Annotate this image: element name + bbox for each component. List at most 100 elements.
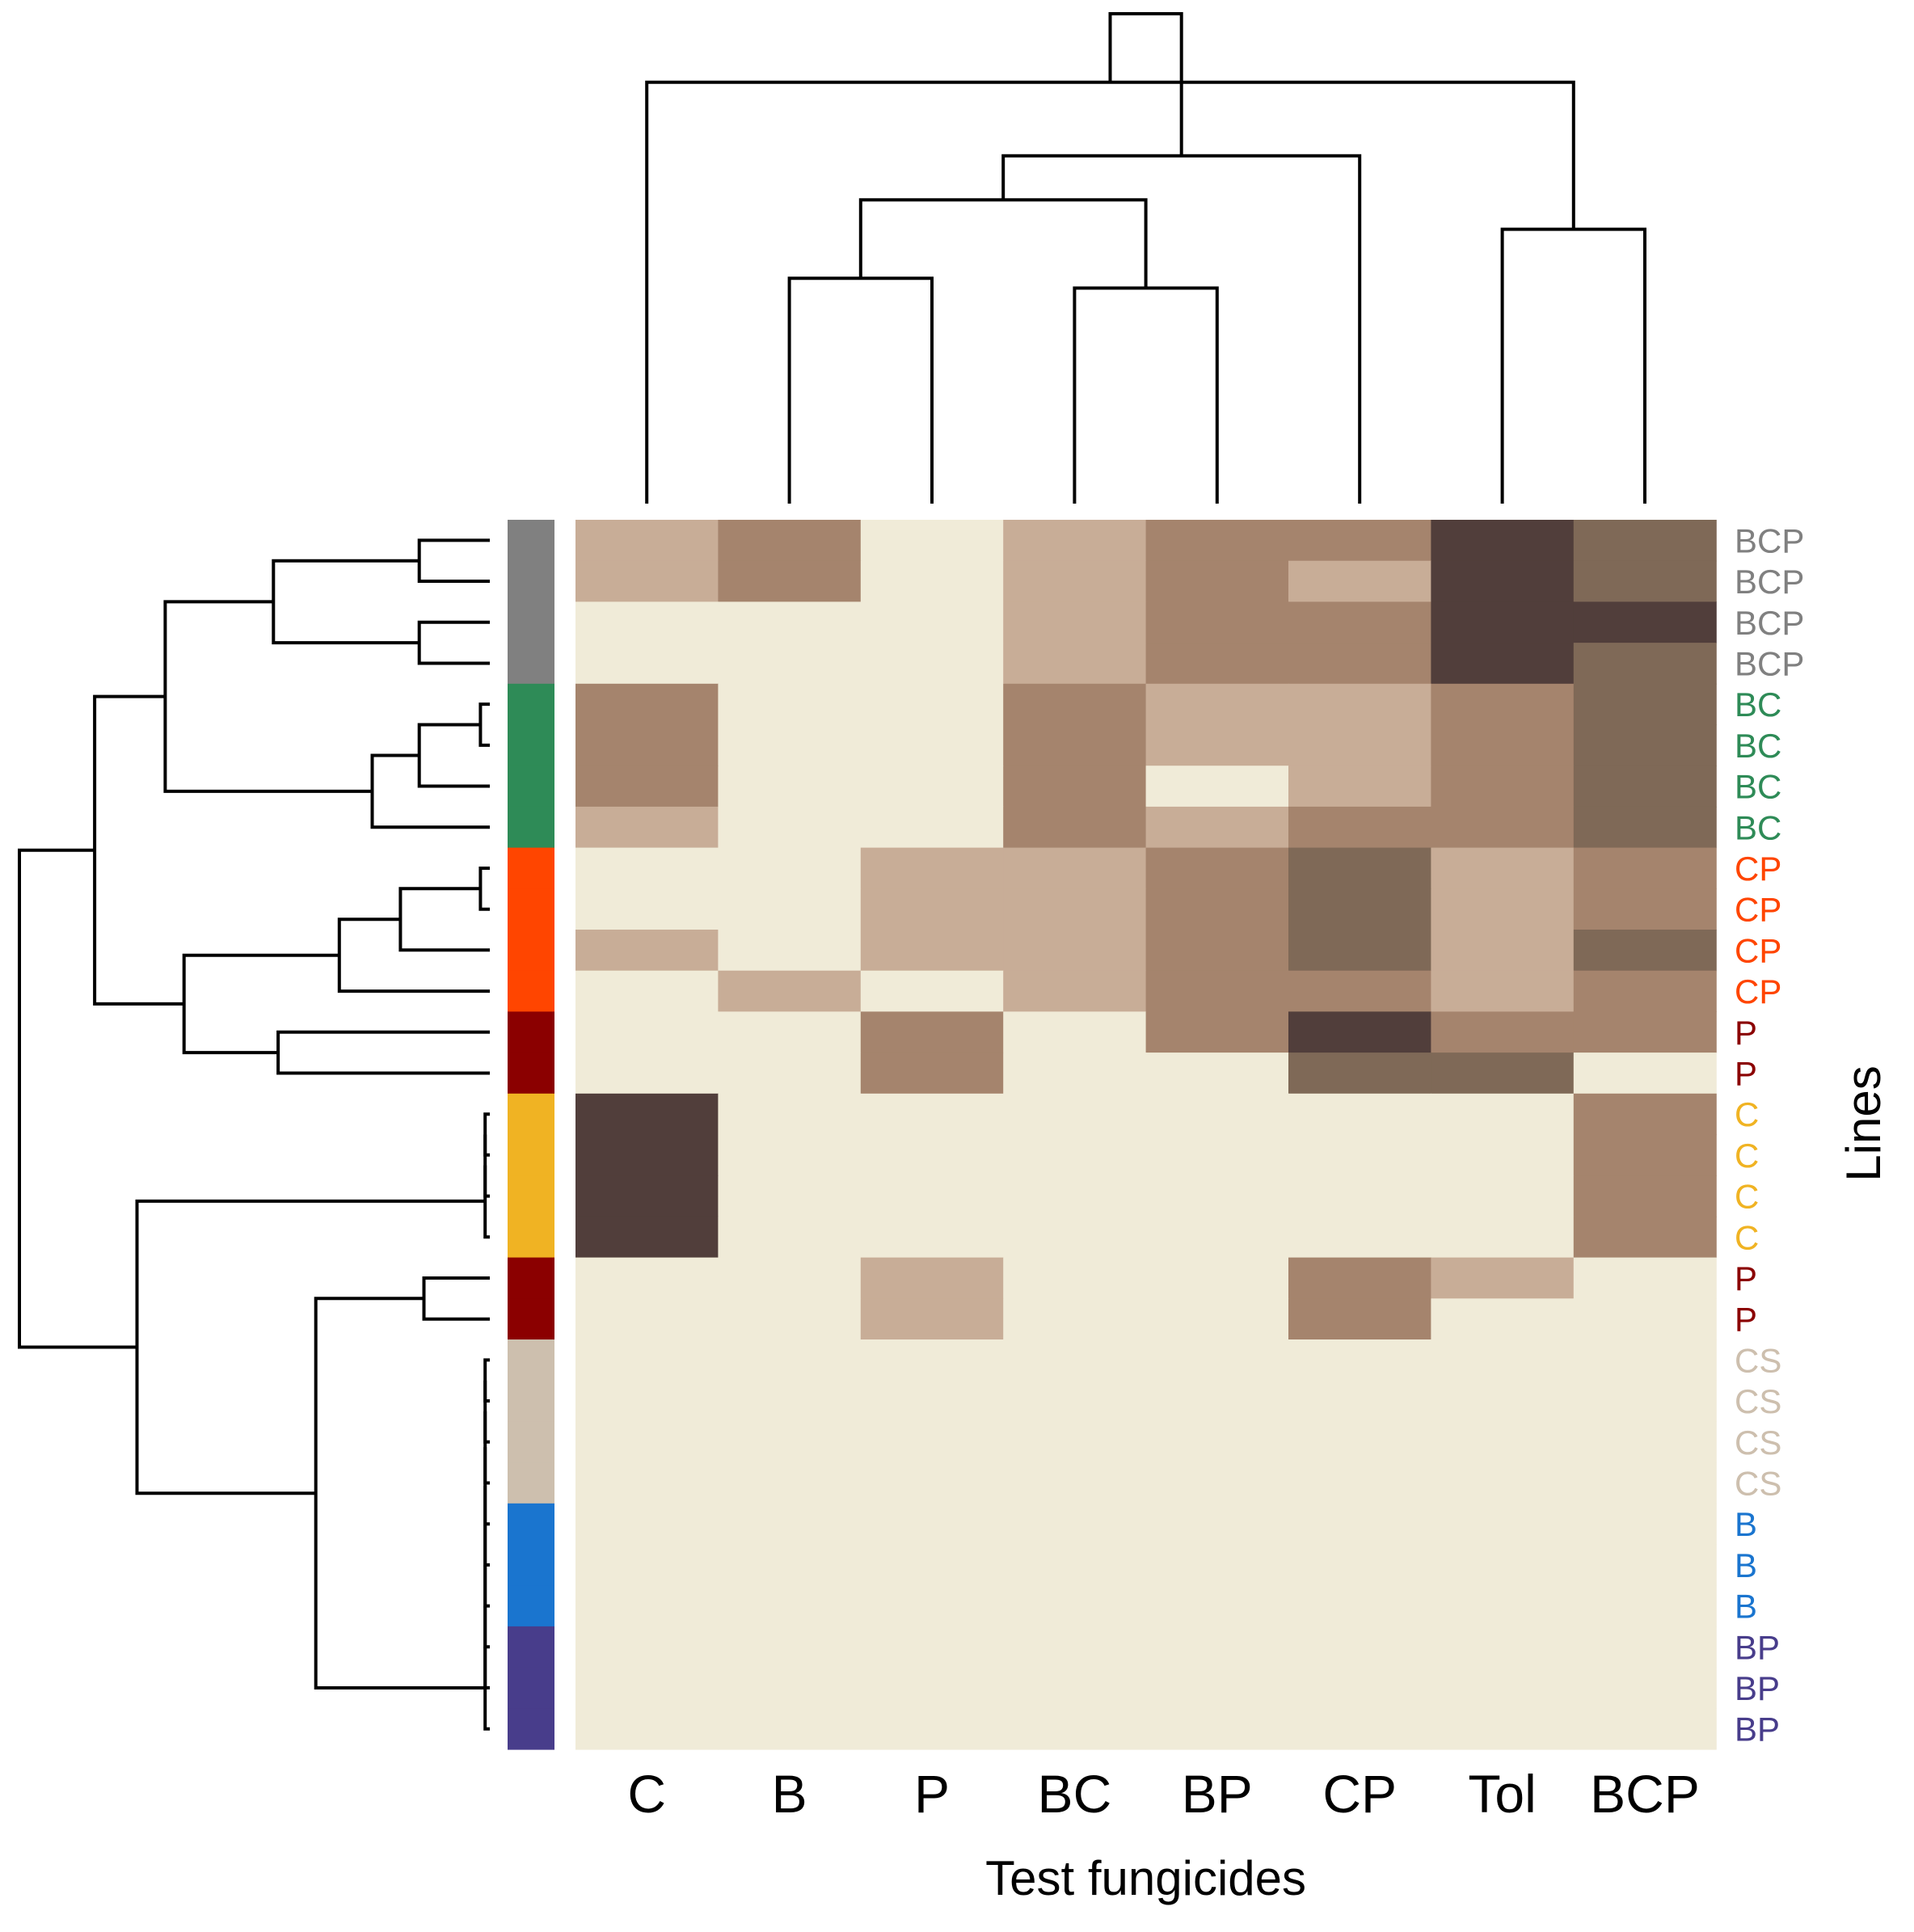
x-tick-label: BCP: [1590, 1764, 1700, 1824]
heatmap-cell: [860, 1011, 1004, 1053]
column-dendrogram: [645, 12, 1646, 504]
heatmap-cell: [718, 1626, 862, 1668]
heatmap-cell: [1431, 1134, 1575, 1176]
heatmap-cell: [1003, 1052, 1147, 1095]
heatmap-cell: [1288, 1175, 1431, 1217]
heatmap-cell: [1431, 724, 1575, 766]
heatmap-cell: [1003, 1093, 1147, 1136]
x-tick-label: BC: [1038, 1764, 1112, 1824]
heatmap-cell: [1288, 724, 1431, 766]
heatmap-cell: [1431, 1585, 1575, 1627]
row-label: BC: [1735, 685, 1781, 723]
heatmap-cell: [860, 1421, 1004, 1463]
line-color-swatch: [508, 601, 554, 643]
heatmap-cell: [1431, 1052, 1575, 1095]
heatmap-cell: [1288, 1298, 1431, 1340]
heatmap-cell: [575, 1134, 719, 1176]
line-color-swatch: [508, 724, 554, 766]
row-label: BCP: [1735, 604, 1804, 642]
heatmap-cell: [718, 643, 862, 685]
heatmap-cell: [1145, 1216, 1289, 1259]
heatmap-cell: [1145, 1011, 1289, 1053]
heatmap-cell: [1003, 1216, 1147, 1259]
heatmap-cell: [1288, 1503, 1431, 1546]
heatmap-cell: [1288, 1257, 1431, 1299]
heatmap-cell: [1145, 1175, 1289, 1217]
heatmap-cell: [1431, 1503, 1575, 1546]
heatmap-cell: [575, 560, 719, 602]
heatmap-cell: [1145, 930, 1289, 972]
line-color-swatch: [508, 1216, 554, 1259]
column-dendrogram-link: [787, 276, 934, 504]
heatmap-cell: [1145, 806, 1289, 849]
heatmap-cell: [1573, 766, 1717, 808]
row-label: CS: [1735, 1464, 1781, 1502]
heatmap-cell: [718, 1052, 862, 1095]
heatmap-cell: [575, 601, 719, 643]
row-dendrogram-link: [276, 1030, 490, 1075]
heatmap-cell: [718, 724, 862, 766]
row-label: C: [1735, 1178, 1759, 1216]
heatmap-cell: [1431, 1380, 1575, 1422]
row-label: B: [1735, 1546, 1757, 1584]
row-dendrogram-link: [422, 1276, 490, 1321]
heatmap-cell: [860, 1585, 1004, 1627]
heatmap-cell: [860, 560, 1004, 602]
x-axis-title: Test fungicides: [985, 1851, 1306, 1905]
heatmap-cell: [860, 724, 1004, 766]
heatmap-cell: [1573, 1380, 1717, 1422]
heatmap-cell: [718, 1503, 862, 1546]
heatmap-cell: [1003, 1011, 1147, 1053]
heatmap-cell: [1145, 847, 1289, 889]
heatmap-cell: [1573, 888, 1717, 930]
heatmap-cell: [575, 683, 719, 726]
heatmap-cell: [1145, 1544, 1289, 1586]
heatmap-cell: [1003, 1298, 1147, 1340]
heatmap-cell: [575, 1257, 719, 1299]
heatmap-cell: [1288, 970, 1431, 1012]
heatmap-cell: [1431, 1216, 1575, 1259]
heatmap-cell: [1145, 1667, 1289, 1709]
line-color-swatch: [508, 1626, 554, 1668]
heatmap-cell: [1573, 1175, 1717, 1217]
heatmap-cell: [1003, 1585, 1147, 1627]
heatmap-cell: [860, 601, 1004, 643]
heatmap-cell: [1288, 1380, 1431, 1422]
line-color-swatch: [508, 1298, 554, 1340]
heatmap-cell: [575, 847, 719, 889]
row-label: B: [1735, 1588, 1757, 1626]
heatmap-cell: [860, 1503, 1004, 1546]
x-tick-label: C: [627, 1764, 666, 1824]
heatmap-cell: [1145, 724, 1289, 766]
heatmap-cell: [860, 766, 1004, 808]
row-label: BP: [1735, 1669, 1780, 1707]
heatmap-cell: [1288, 806, 1431, 849]
heatmap-cell: [1573, 1626, 1717, 1668]
line-color-swatch: [508, 1175, 554, 1217]
heatmap-cell: [1003, 724, 1147, 766]
heatmap-cell: [718, 601, 862, 643]
heatmap-cell: [1003, 1503, 1147, 1546]
heatmap-cell: [1003, 970, 1147, 1012]
heatmap-cell: [718, 1011, 862, 1053]
line-color-swatch: [508, 1585, 554, 1627]
x-tick-label: BP: [1182, 1764, 1253, 1824]
heatmap-cell: [1431, 601, 1575, 643]
heatmap-cell: [575, 1421, 719, 1463]
y-axis-title: Lines: [1836, 1065, 1891, 1181]
row-label: B: [1735, 1505, 1757, 1543]
heatmap-cell: [1431, 683, 1575, 726]
heatmap-cell: [1288, 1421, 1431, 1463]
row-dendrogram-link: [478, 867, 490, 911]
heatmap-cell: [575, 1175, 719, 1217]
line-color-swatch: [508, 1708, 554, 1750]
heatmap-cell: [575, 1011, 719, 1053]
line-color-swatch: [508, 643, 554, 685]
heatmap-cell: [1288, 1626, 1431, 1668]
heatmap-cell: [1573, 560, 1717, 602]
heatmap-cell: [860, 1216, 1004, 1259]
row-label: CP: [1735, 972, 1781, 1010]
heatmap-cell: [1145, 1421, 1289, 1463]
heatmap-cell: [1145, 1462, 1289, 1504]
